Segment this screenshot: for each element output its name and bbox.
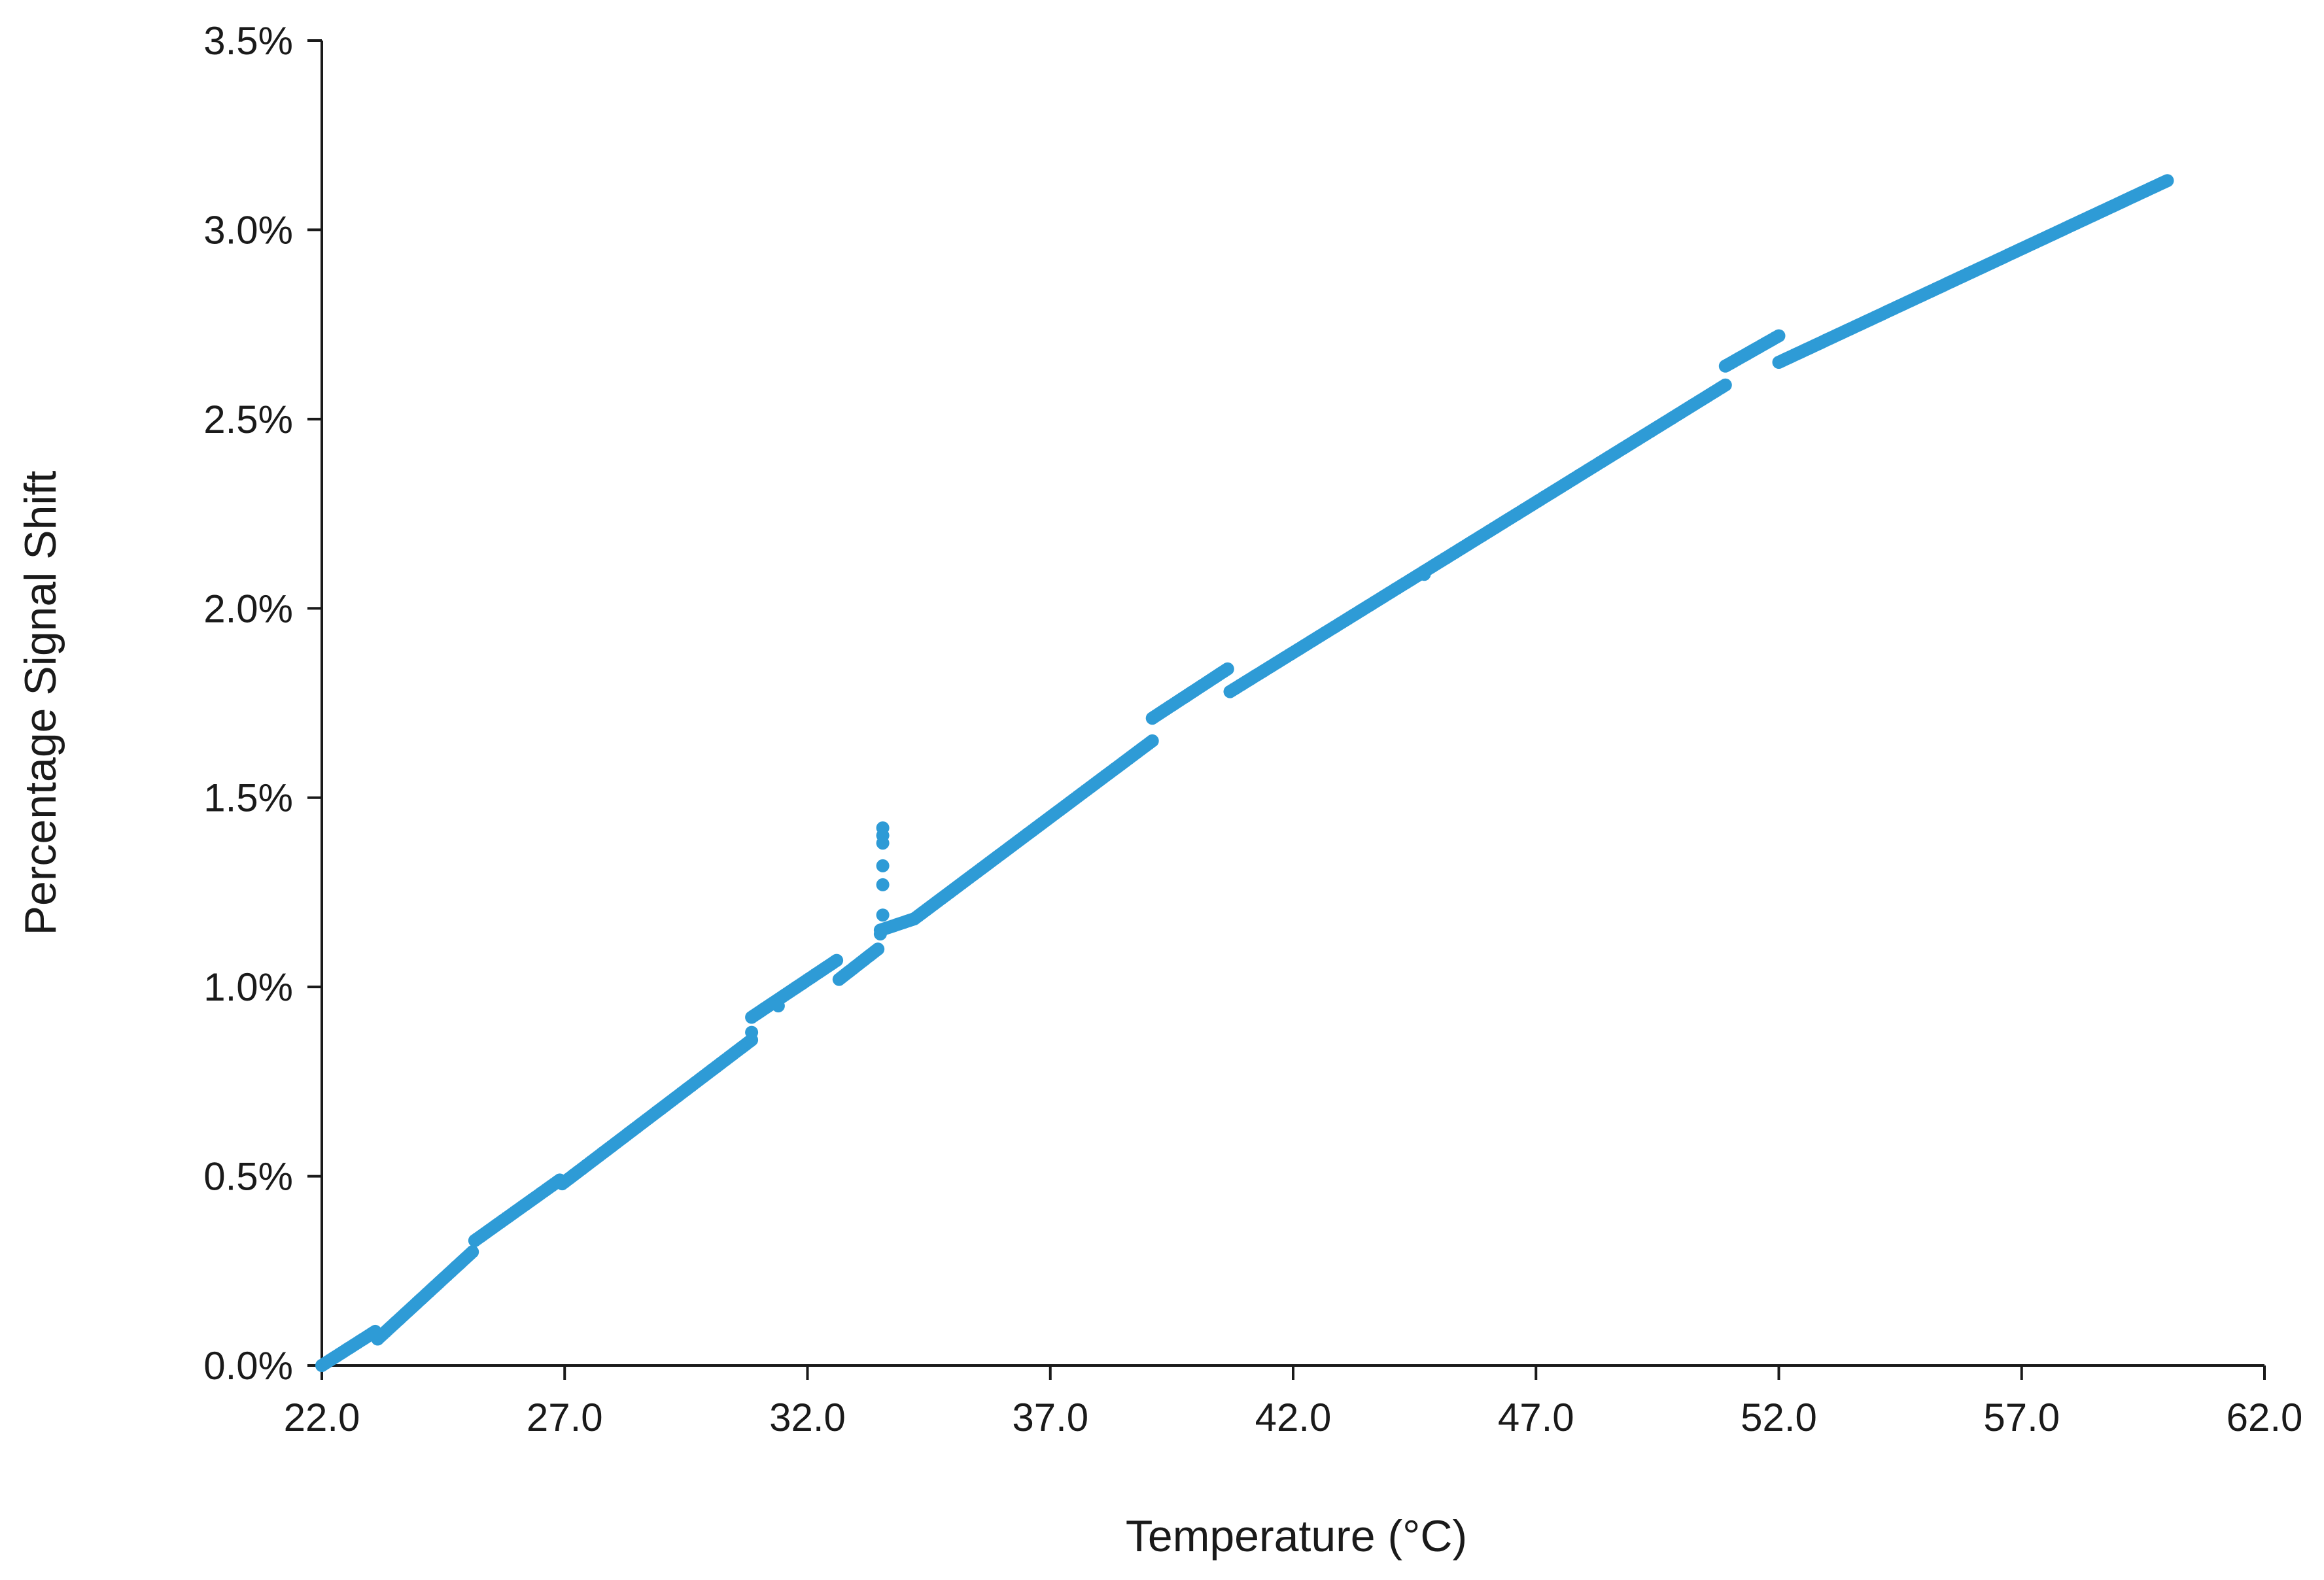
data-point [876, 836, 890, 850]
x-tick-label: 32.0 [769, 1396, 846, 1439]
data-point [1417, 568, 1431, 581]
data-point [2160, 174, 2174, 188]
x-axis-ticks: 22.0 27.0 32.0 37.0 42.0 47.0 52.0 57.0 62.0 [284, 1365, 2303, 1439]
x-tick-label: 62.0 [2227, 1396, 2303, 1439]
x-tick-label: 52.0 [1741, 1396, 1817, 1439]
data-point [466, 1245, 479, 1259]
x-tick-label: 22.0 [284, 1396, 360, 1439]
data-point [876, 878, 890, 891]
y-tick-label: 2.0% [203, 587, 293, 630]
data-point [871, 942, 885, 956]
y-tick-label: 1.0% [203, 965, 293, 1009]
y-tick-label: 0.5% [203, 1155, 293, 1199]
x-axis-title: Temperature (°C) [1126, 1511, 1467, 1561]
x-tick-label: 27.0 [527, 1396, 603, 1439]
x-tick-label: 57.0 [1983, 1396, 2060, 1439]
x-tick-label: 47.0 [1498, 1396, 1574, 1439]
data-point [1772, 329, 1786, 343]
data-point [745, 1025, 759, 1039]
data-point [876, 859, 890, 872]
y-tick-label: 3.0% [203, 208, 293, 252]
data-point [1221, 662, 1234, 676]
x-tick-label: 42.0 [1255, 1396, 1332, 1439]
data-point [1145, 734, 1159, 747]
y-tick-label: 3.5% [203, 19, 293, 63]
y-axis-title: Percentage Signal Shift [16, 471, 65, 936]
x-tick-label: 37.0 [1012, 1396, 1088, 1439]
y-tick-label: 1.5% [203, 776, 293, 820]
data-point [873, 927, 887, 941]
y-tick-label: 0.0% [203, 1344, 293, 1388]
data-point [771, 999, 785, 1013]
data-point [876, 908, 890, 922]
data-point [830, 953, 844, 967]
data-point [1718, 378, 1732, 392]
y-axis-ticks: 0.0% 0.5% 1.0% 1.5% 2.0% 2.5% 3.0% 3.5% [203, 19, 322, 1388]
axes [321, 41, 2264, 1367]
data-points [315, 174, 2174, 1372]
y-tick-label: 2.5% [203, 398, 293, 441]
